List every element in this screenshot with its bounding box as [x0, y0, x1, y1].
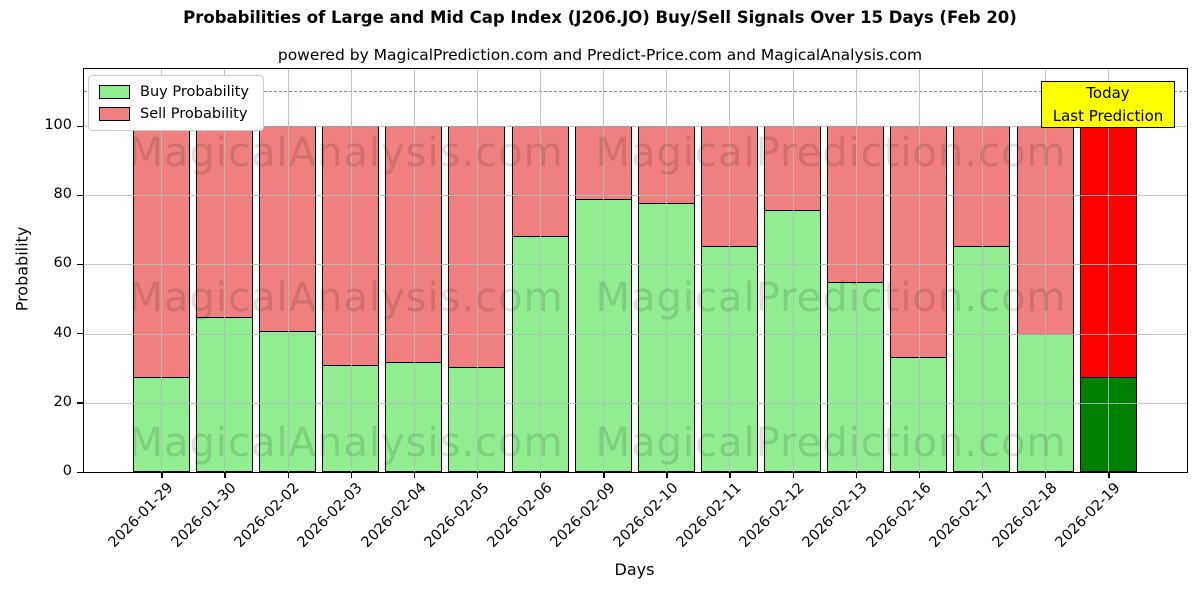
vertical-gridline: [1045, 69, 1047, 472]
x-tick-label: 2026-02-12: [737, 480, 808, 551]
y-tick-label: 20: [53, 393, 72, 410]
buy-swatch-icon: [99, 85, 130, 99]
vertical-gridline: [540, 69, 542, 472]
x-tick-label: 2026-02-03: [295, 480, 367, 551]
x-tick-label: 2026-01-30: [168, 480, 240, 551]
horizontal-gridline: [84, 195, 1187, 197]
x-tick-label: 2026-02-11: [673, 480, 745, 551]
x-tick-label: 2026-02-16: [863, 480, 935, 551]
x-tick-mark: [161, 472, 163, 478]
y-tick-label: 0: [62, 463, 72, 479]
y-tick-mark: [77, 402, 84, 404]
legend-label-buy: Buy Probability: [140, 84, 249, 100]
legend-label-sell: Sell Probability: [140, 106, 248, 122]
x-tick-mark: [729, 472, 731, 478]
vertical-gridline: [918, 69, 920, 472]
x-tick-mark: [855, 472, 858, 478]
y-tick-mark: [77, 263, 84, 266]
today-annotation: Today Last Prediction: [1041, 81, 1175, 128]
x-tick-mark: [413, 472, 416, 478]
x-tick-mark: [1045, 472, 1047, 478]
horizontal-gridline: [84, 264, 1187, 266]
vertical-gridline: [350, 69, 352, 472]
vertical-gridline: [413, 69, 415, 472]
watermark-text: MagicalAnalysis.com: [128, 130, 564, 176]
horizontal-gridline: [84, 402, 1187, 404]
horizontal-gridline: [84, 333, 1187, 335]
vertical-gridline: [729, 69, 731, 472]
y-tick-mark: [77, 125, 84, 127]
x-tick-mark: [792, 472, 794, 478]
x-tick-label: 2026-02-13: [800, 480, 872, 551]
horizontal-gridline: [84, 126, 1187, 128]
legend-entry-buy: Buy Probability: [99, 84, 249, 100]
x-tick-label: 2026-01-29: [105, 480, 177, 551]
watermark-text: MagicalPrediction.com: [595, 420, 1067, 466]
x-tick-mark: [350, 472, 352, 478]
vertical-gridline: [792, 69, 794, 472]
y-tick-mark: [77, 333, 84, 335]
x-axis-label: Days: [614, 560, 655, 579]
y-tick-label: 100: [44, 117, 72, 134]
legend-entry-sell: Sell Probability: [99, 106, 249, 122]
chart-title: Probabilities of Large and Mid Cap Index…: [183, 8, 1017, 27]
x-tick-mark: [224, 472, 226, 478]
y-tick-label: 80: [53, 186, 72, 203]
y-tick-mark: [77, 194, 84, 197]
today-annotation-line2: Last Prediction: [1052, 106, 1164, 125]
watermark-text: MagicalAnalysis.com: [128, 275, 564, 321]
x-tick-label: 2026-02-18: [989, 480, 1061, 551]
vertical-gridline: [603, 69, 605, 472]
watermark-text: MagicalPrediction.com: [595, 275, 1067, 321]
vertical-gridline: [287, 69, 289, 472]
x-tick-label: 2026-02-04: [358, 480, 430, 551]
x-tick-label: 2026-02-09: [547, 480, 619, 551]
vertical-gridline: [855, 69, 857, 472]
y-tick-mark: [77, 471, 84, 473]
x-tick-label: 2026-02-10: [610, 480, 682, 551]
chart-subtitle: powered by MagicalPrediction.com and Pre…: [277, 46, 923, 64]
vertical-gridline: [161, 69, 163, 472]
x-tick-label: 2026-02-17: [926, 480, 998, 551]
y-tick-label: 40: [53, 324, 72, 341]
vertical-gridline: [1108, 69, 1110, 472]
y-tick-label: 60: [53, 255, 72, 272]
sell-swatch-icon: [99, 107, 130, 121]
x-tick-label: 2026-02-02: [231, 480, 303, 551]
legend: Buy Probability Sell Probability: [88, 75, 264, 131]
x-tick-mark: [981, 472, 984, 478]
x-tick-mark: [476, 472, 479, 478]
today-annotation-line1: Today: [1086, 84, 1130, 102]
x-tick-mark: [603, 472, 605, 478]
x-tick-mark: [918, 472, 921, 478]
x-tick-label: 2026-02-06: [484, 480, 556, 551]
x-tick-mark: [666, 472, 668, 478]
x-tick-label: 2026-02-05: [421, 480, 493, 551]
plot-area: Buy Probability Sell Probability Today L…: [44, 68, 1188, 551]
vertical-gridline: [476, 69, 478, 472]
watermark-text: MagicalAnalysis.com: [128, 420, 564, 466]
x-tick-mark: [540, 472, 542, 478]
x-tick-label: 2026-02-19: [1052, 480, 1124, 551]
watermark-text: MagicalPrediction.com: [595, 130, 1067, 176]
dashed-threshold-line: [84, 91, 1187, 93]
vertical-gridline: [981, 69, 983, 472]
vertical-gridline: [224, 69, 226, 472]
x-tick-mark: [1108, 472, 1110, 478]
x-tick-mark: [287, 472, 289, 478]
vertical-gridline: [666, 69, 668, 472]
